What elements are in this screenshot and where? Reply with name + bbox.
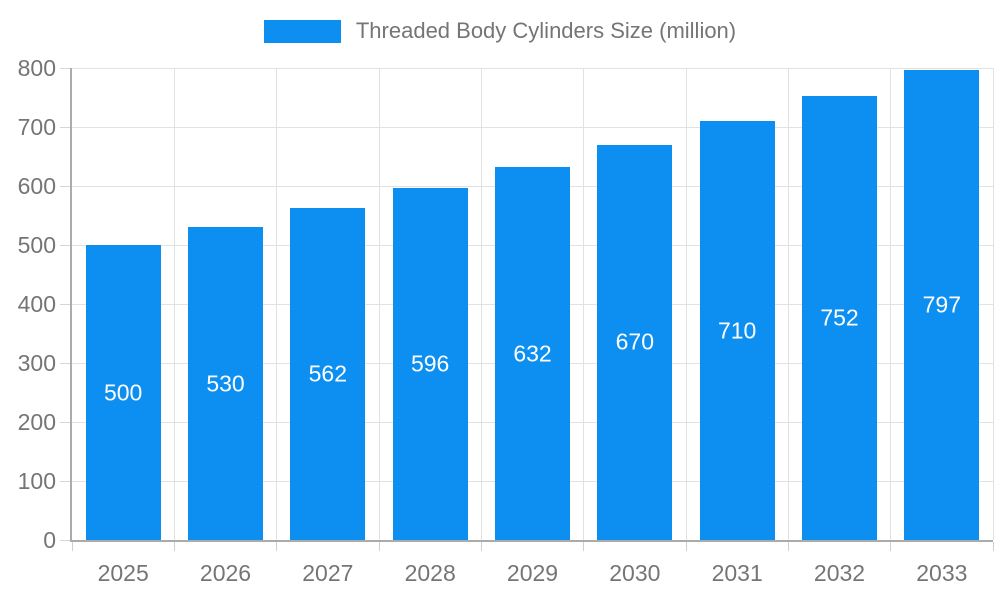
x-axis-label: 2027 (302, 560, 354, 586)
y-axis-label: 500 (17, 231, 56, 258)
y-axis-label: 800 (17, 54, 56, 81)
y-axis-label: 400 (17, 290, 56, 317)
x-axis-label: 2029 (506, 560, 559, 586)
y-axis-label: 0 (43, 526, 56, 553)
bar-value-label: 752 (820, 304, 859, 331)
bar-value-label: 710 (717, 317, 757, 344)
bar-value-label: 596 (410, 350, 450, 377)
y-axis-label: 300 (17, 349, 56, 376)
bar[interactable]: 710 (699, 121, 775, 540)
y-axis-label: 700 (17, 113, 56, 140)
x-axis-tick (378, 542, 380, 551)
bar-value-label: 797 (922, 291, 962, 318)
bar[interactable]: 670 (597, 144, 673, 540)
bar-value-label: 530 (206, 370, 245, 397)
x-axis-label: 2031 (711, 560, 763, 586)
y-axis-tick (60, 539, 70, 541)
y-gridline (72, 126, 993, 128)
x-axis-tick (480, 542, 482, 551)
x-gridline (583, 68, 585, 540)
x-axis-label: 2028 (404, 560, 456, 586)
x-gridline (173, 68, 175, 540)
x-gridline (480, 68, 482, 540)
x-gridline (992, 68, 994, 540)
x-axis-tick (685, 542, 687, 551)
x-gridline (378, 68, 380, 540)
x-axis-tick (276, 542, 278, 551)
x-gridline (685, 68, 687, 540)
y-axis-tick (60, 67, 70, 69)
y-axis-tick (60, 185, 70, 187)
x-axis-label: 2032 (813, 560, 866, 586)
y-axis-tick (60, 362, 70, 364)
x-axis-label: 2026 (199, 560, 252, 586)
y-axis-label: 200 (17, 408, 56, 435)
x-axis-tick (583, 542, 585, 551)
x-axis-tick (787, 542, 789, 551)
y-axis-label: 100 (17, 467, 56, 494)
x-gridline (787, 68, 789, 540)
x-axis-tick (890, 542, 892, 551)
y-axis-tick (60, 421, 70, 423)
bar-value-label: 562 (308, 360, 348, 387)
legend-label: Threaded Body Cylinders Size (million) (355, 18, 737, 43)
bar[interactable]: 752 (802, 96, 877, 540)
bar[interactable]: 632 (495, 167, 570, 540)
plot-area: 0 100 200 300 400 500 600 700 800 500 2025 530 2026 5… (18, 56, 994, 586)
y-axis-tick (60, 244, 70, 246)
x-axis-label: 2033 (916, 560, 968, 586)
legend[interactable]: Threaded Body Cylinders Size (million) (0, 18, 1000, 44)
x-axis-tick (173, 542, 175, 551)
x-axis-tick (71, 542, 73, 551)
x-gridline (890, 68, 892, 540)
x-axis-label: 2025 (97, 560, 149, 586)
bar[interactable]: 596 (392, 188, 468, 540)
x-axis-label: 2030 (609, 560, 661, 586)
bar-value-label: 500 (103, 379, 143, 405)
y-axis-label: 600 (17, 172, 56, 199)
bar[interactable]: 500 (85, 245, 161, 540)
y-axis-tick (60, 480, 70, 482)
bar[interactable]: 530 (188, 227, 263, 540)
bar[interactable]: 797 (904, 69, 980, 540)
x-gridline (276, 68, 278, 540)
y-axis-tick (60, 303, 70, 305)
bar-value-label: 670 (615, 328, 655, 355)
bar-value-label: 632 (513, 340, 552, 367)
legend-swatch[interactable] (263, 19, 341, 43)
bar[interactable]: 562 (290, 208, 366, 540)
x-axis-tick (992, 542, 994, 551)
y-axis-tick (60, 126, 70, 128)
y-gridline (72, 67, 993, 69)
